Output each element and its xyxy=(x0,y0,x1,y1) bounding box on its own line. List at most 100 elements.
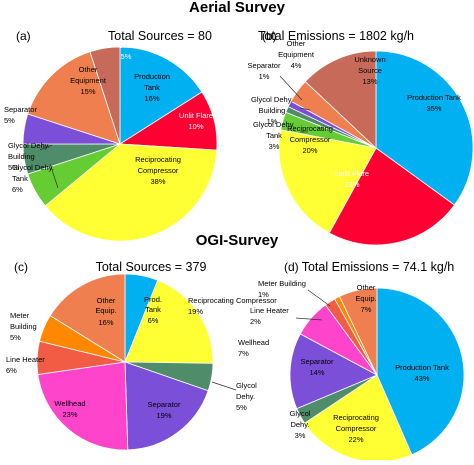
slice-label-unk: Unk. xyxy=(118,41,133,50)
slice-label-line-heater: Line Heater xyxy=(6,355,45,364)
slice-label-meter-building-1: Building xyxy=(10,322,37,331)
leader-line-glycol-dehy-building xyxy=(39,144,53,151)
slice-label-glycol-dehy-1: Dehy. xyxy=(290,420,309,429)
slice-value-production-tank: 35% xyxy=(426,104,441,113)
slice-value-separator: 1% xyxy=(259,72,270,81)
slice-label-other-equipment: Other xyxy=(79,65,98,74)
slice-label-unlit-flare: Unlit Flare xyxy=(335,169,369,178)
leader-line-glycol-dehy-building xyxy=(299,107,311,111)
slice-label-glycol-dehy-1: Dehy. xyxy=(236,392,255,401)
slice-value-glycol-dehy: 3% xyxy=(295,431,306,440)
slice-value-other-equip: 7% xyxy=(361,305,372,314)
slice-value-reciprocating-compressor: 19% xyxy=(188,307,203,316)
slice-label-glycol-dehy: Glycol xyxy=(236,381,257,390)
slice-value-production-tank: 43% xyxy=(414,374,429,383)
panel-title: Total Sources = 80 xyxy=(108,29,212,43)
slice-value-glycol-dehy-building: 5% xyxy=(8,163,19,172)
pie-slice-other-equip xyxy=(49,273,126,363)
slice-value-reciprocating-compressor: 20% xyxy=(302,146,317,155)
pie-slice-unk xyxy=(89,46,121,145)
slice-value-reciprocating-compressor: 22% xyxy=(348,435,363,444)
slice-value-line-heater: 6% xyxy=(6,366,17,375)
pie-slice-reciprocating-compressor xyxy=(44,143,218,242)
slice-label-prod-tank-1: Tank xyxy=(145,305,161,314)
leader-line-glycol-dehy-tank xyxy=(49,163,59,189)
leader-line-separator xyxy=(279,75,303,101)
panel-letter: (b) xyxy=(262,29,277,43)
slice-label-separator: Separator xyxy=(148,400,181,409)
pie-slice-reciprocating-compressor xyxy=(304,374,413,463)
slice-label-glycol-dehy-tank: Glycol Dehy. xyxy=(12,163,54,172)
pie-charts: Production Tank 16% Unlit Flare 10% Reciproca… xyxy=(4,29,474,463)
slice-label-reciprocating-compressor-1: Compressor xyxy=(138,166,179,175)
slice-label-glycol-dehy-building: Glycol Dehy. xyxy=(8,141,50,150)
slice-value-glycol-dehy: 5% xyxy=(236,403,247,412)
slice-label-wellhead: Wellhead xyxy=(54,399,85,408)
slice-label-other-equipment: Other xyxy=(287,39,306,48)
slice-value-unknown-source: 13% xyxy=(362,77,377,86)
panel-letter: (c) xyxy=(14,260,28,274)
slice-label-prod-tank: Prod. xyxy=(144,295,162,304)
pie-panel-c: Prod.Tank 6% Reciprocating Compressor 19% Gl… xyxy=(6,260,277,451)
slice-label-separator: Separator xyxy=(4,105,37,114)
slice-value-reciprocating-compressor: 38% xyxy=(150,177,165,186)
slice-value-other-equipment: 4% xyxy=(291,61,302,70)
slice-label-other-equipment-1: Equipment xyxy=(70,76,107,85)
slice-label-production-tank: Production xyxy=(134,72,170,81)
slice-label-glycol-dehy-tank: Glycol Dehy. xyxy=(253,120,295,129)
slice-label-meter-building: Meter xyxy=(10,311,30,320)
slice-value-separator: 5% xyxy=(4,116,15,125)
panel-title: Total Emissions = 74.1 kg/h xyxy=(302,260,455,274)
slice-label-glycol-dehy-tank-1: Tank xyxy=(266,131,282,140)
slice-label-other-equip: Other xyxy=(357,283,376,292)
slice-label-glycol-dehy-building-1: Building xyxy=(8,152,35,161)
slice-label-production-tank: Production Tank xyxy=(407,93,461,102)
slice-value-line-heater: 2% xyxy=(250,317,261,326)
slice-value-other-equipment: 15% xyxy=(80,87,95,96)
slice-label-reciprocating-compressor-1: Compressor xyxy=(336,424,377,433)
pie-slice-production-tank xyxy=(119,46,203,145)
slice-value-unlit-flare: 23% xyxy=(344,180,359,189)
section-title-ogi: OGI-Survey xyxy=(196,232,279,249)
slice-label-unlit-flare: Unlit Flare xyxy=(179,111,213,120)
pie-slice-other-equipment xyxy=(27,51,121,145)
panel-letter: (a) xyxy=(16,29,31,43)
pie-slice-reciprocating-compressor xyxy=(278,129,377,234)
slice-value-wellhead: 23% xyxy=(62,410,77,419)
slice-label-reciprocating-compressor-1: Compressor xyxy=(290,135,331,144)
pie-slice-unlit-flare xyxy=(328,147,456,246)
slice-label-glycol-dehy-building-1: Building xyxy=(259,106,286,115)
pie-slice-unknown-source xyxy=(304,50,377,149)
slice-label-unknown-source: Unknown xyxy=(354,55,385,64)
slice-label-reciprocating-compressor: Reciprocating xyxy=(333,413,379,422)
slice-label-glycol-dehy-tank-1: Tank xyxy=(12,174,28,183)
slice-value-unlit-flare: 10% xyxy=(188,122,203,131)
slice-label-reciprocating-compressor: Reciprocating Compressor xyxy=(188,296,277,305)
pie-panel-a: Production Tank 16% Unlit Flare 10% Reciproca… xyxy=(4,29,218,242)
pie-slice-wellhead xyxy=(37,361,129,451)
slice-label-reciprocating-compressor: Reciprocating xyxy=(287,124,333,133)
pie-panel-b: Production Tank 35% Unlit Flare 23% Reciproc… xyxy=(248,29,474,246)
slice-value-prod-tank: 6% xyxy=(148,316,159,325)
leader-line-line-heater xyxy=(295,317,323,321)
pie-slice-production-tank xyxy=(375,50,474,206)
panel-title: Total Emissions = 1802 kg/h xyxy=(258,29,414,43)
panel-title: Total Sources = 379 xyxy=(96,260,207,274)
pie-panel-d: Production Tank 43% Reciprocating Compresso… xyxy=(238,260,465,463)
slice-label-separator: Separator xyxy=(248,61,281,70)
slice-label-production-tank-1: Tank xyxy=(144,83,160,92)
pie-slice-reciprocating-compressor xyxy=(124,279,214,364)
slice-value-unk: 5% xyxy=(121,52,132,61)
slice-label-other-equip-1: Equip. xyxy=(95,306,116,315)
slice-label-other-equip-1: Equip. xyxy=(355,294,376,303)
slice-value-meter-building: 5% xyxy=(10,333,21,342)
slice-label-reciprocating-compressor: Reciprocating xyxy=(135,155,181,164)
slice-label-meter-building: Meter Building xyxy=(258,279,306,288)
slice-label-separator: Separator xyxy=(301,357,334,366)
pie-slice-production-tank xyxy=(376,287,465,456)
slice-label-unknown-source-1: Source xyxy=(358,66,382,75)
slice-label-other-equip: Other xyxy=(97,296,116,305)
slice-label-glycol-dehy: Glycol xyxy=(290,409,311,418)
slice-value-meter-building: 1% xyxy=(258,290,269,299)
